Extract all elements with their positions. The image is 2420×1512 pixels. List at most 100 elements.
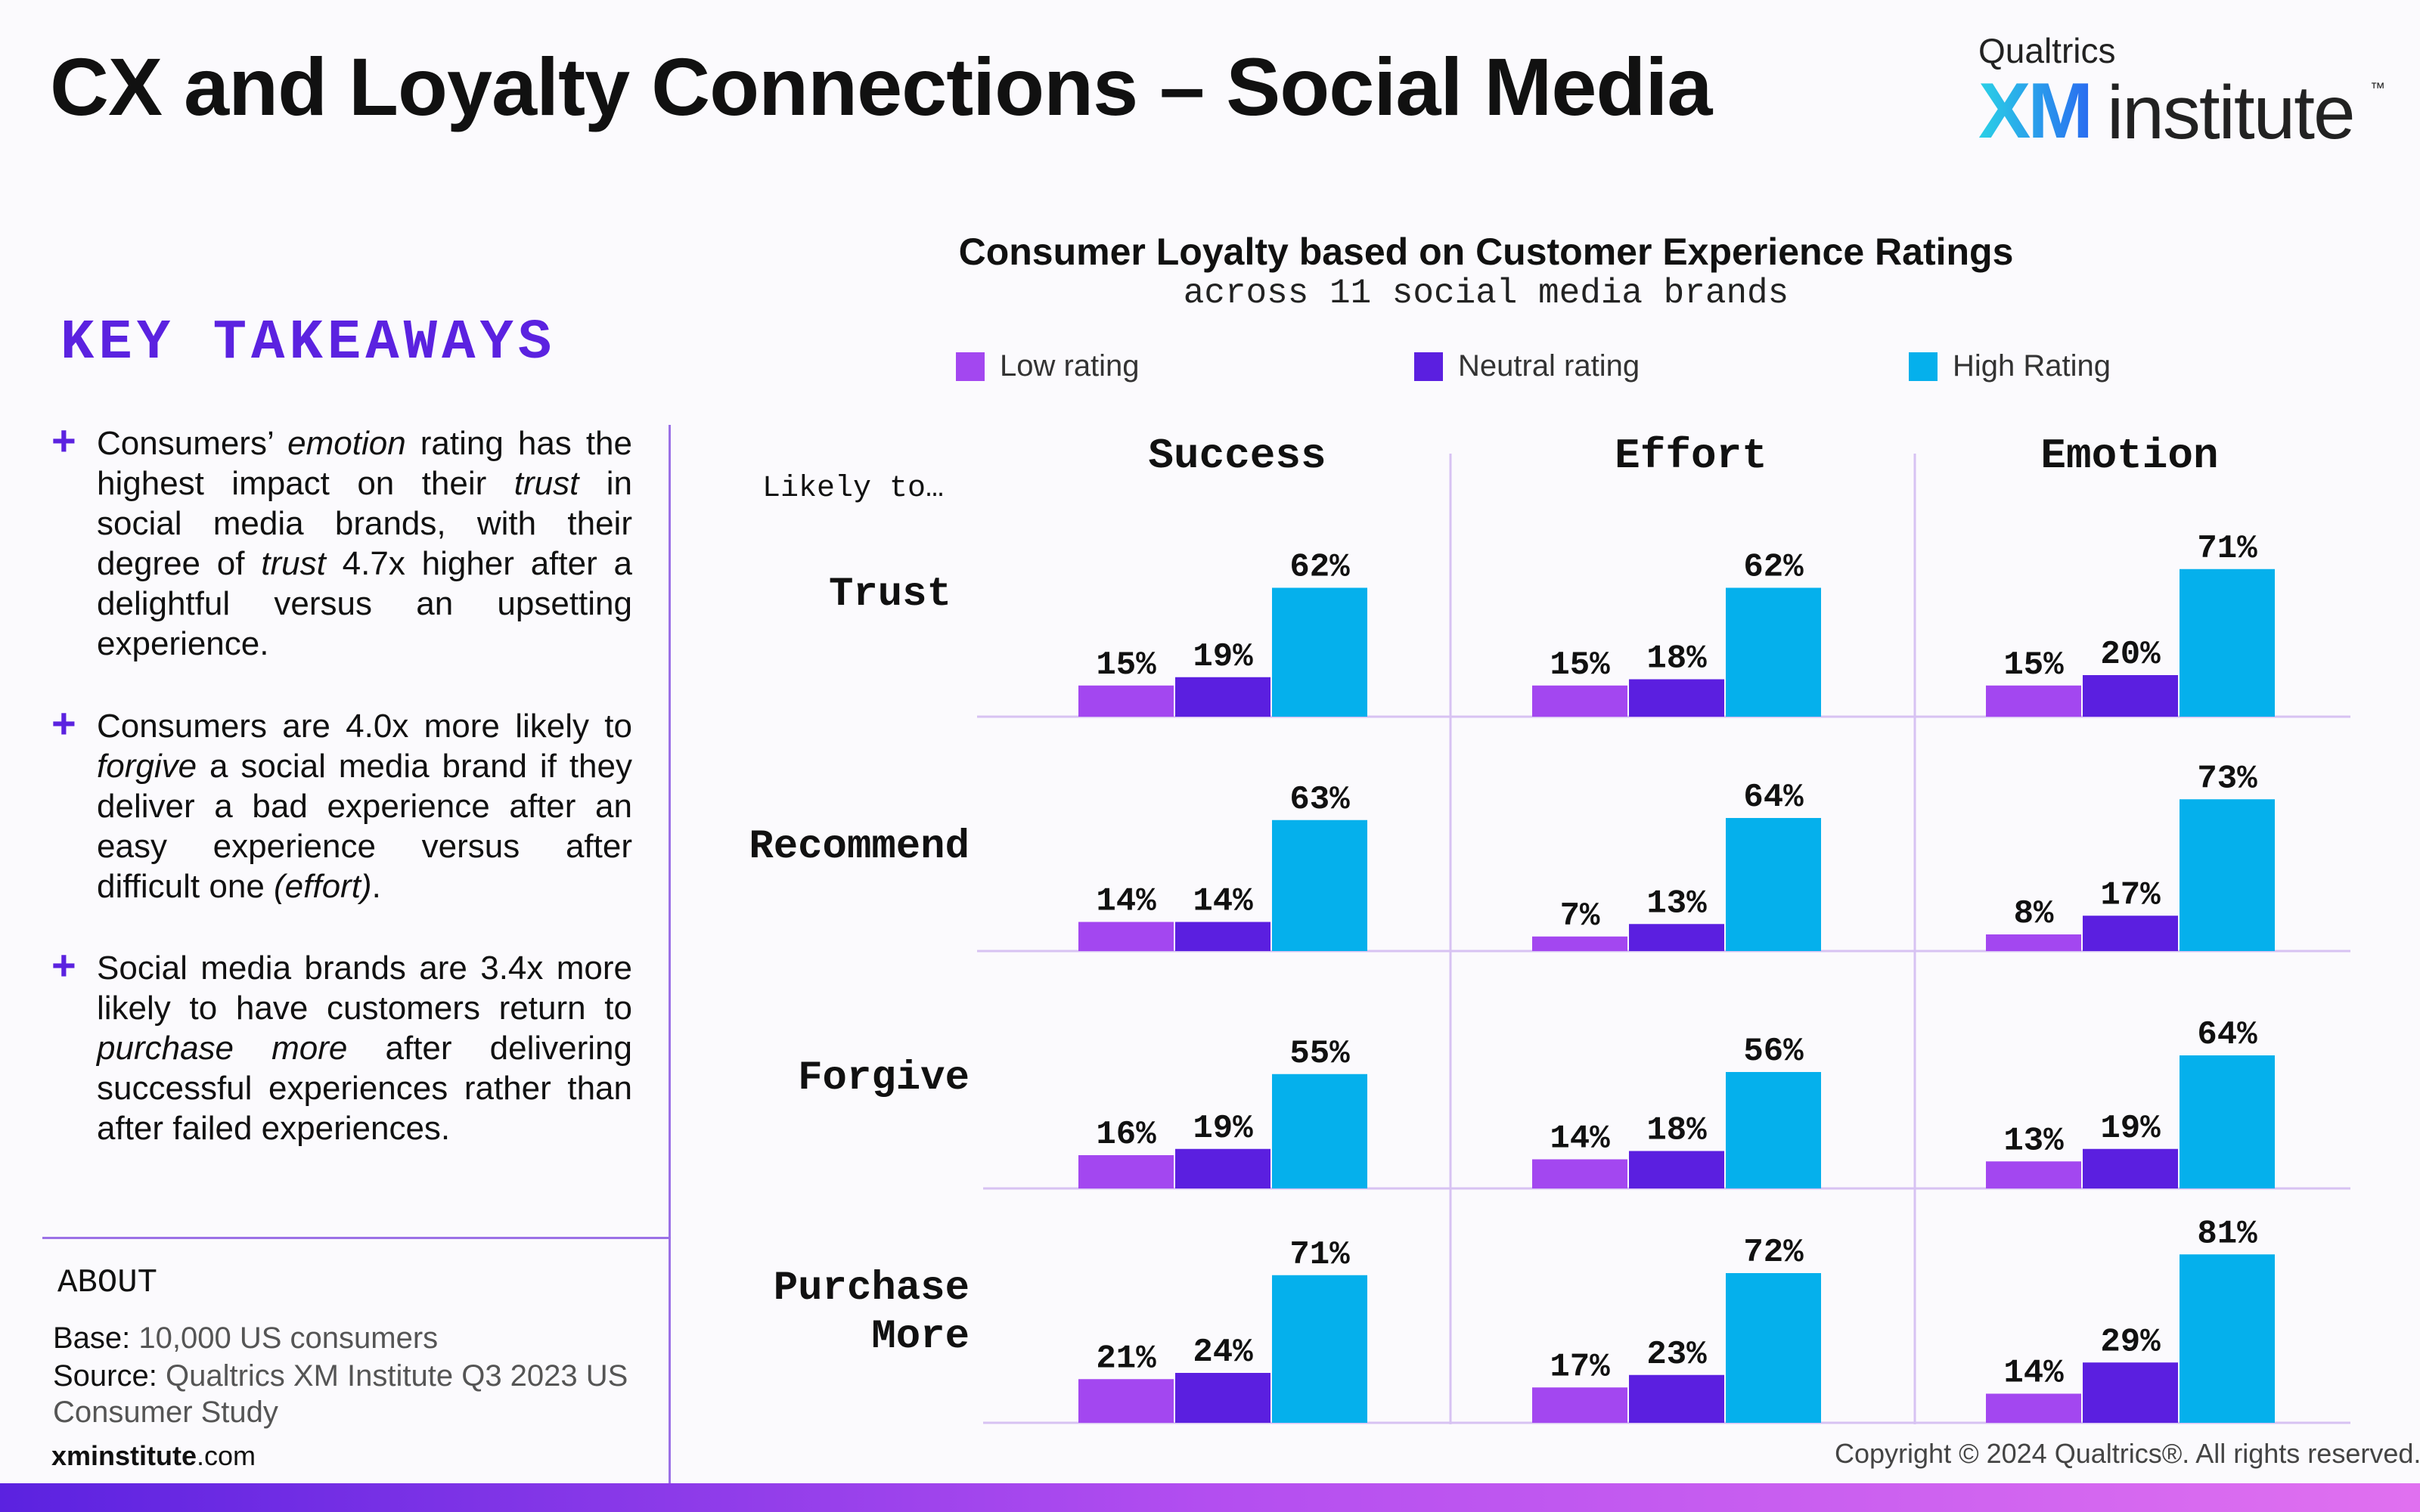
bar-low — [1532, 685, 1627, 717]
data-label: 63% — [1289, 781, 1350, 819]
takeaway-item: + Consumers are 4.0x more likely to forg… — [51, 699, 632, 906]
about-base: Base: 10,000 US consumers — [53, 1321, 438, 1356]
bar-neutral — [1175, 1373, 1270, 1423]
chart-subtitle: across 11 social media brands — [1183, 274, 1789, 313]
row-label: Forgive — [798, 1055, 970, 1101]
row-label: Recommend — [749, 824, 970, 870]
bar-high — [2180, 1055, 2275, 1188]
brand-logo: Qualtrics XM institute ™ — [1978, 30, 2387, 155]
legend-label-high: High Rating — [1953, 349, 2111, 383]
data-label: 14% — [2003, 1355, 2064, 1393]
about-divider — [42, 1237, 670, 1239]
data-label: 15% — [1550, 646, 1610, 684]
brand-logo-tm: ™ — [2370, 80, 2385, 97]
data-label: 17% — [2100, 876, 2161, 914]
column-header: Emotion — [2040, 432, 2218, 480]
about-base-value: 10,000 US consumers — [130, 1321, 439, 1355]
about-source-value: Qualtrics XM Institute Q3 2023 US Consum… — [53, 1359, 628, 1429]
data-label: 81% — [2197, 1215, 2257, 1253]
data-label: 16% — [1096, 1116, 1156, 1154]
bar-neutral — [1629, 1151, 1724, 1188]
data-label: 24% — [1193, 1334, 1253, 1371]
data-label: 73% — [2197, 760, 2257, 798]
bar-high — [1726, 587, 1821, 717]
bar-low — [1078, 685, 1174, 717]
data-label: 13% — [1646, 885, 1707, 922]
bar-low — [1078, 1379, 1174, 1423]
brand-logo-xm: XM — [1978, 67, 2093, 155]
data-label: 23% — [1646, 1336, 1707, 1374]
bar-low — [1986, 1161, 2081, 1188]
bar-low — [1532, 1159, 1627, 1188]
legend-label-neutral: Neutral rating — [1458, 349, 1640, 383]
data-label: 62% — [1289, 549, 1350, 587]
bar-neutral — [2083, 1362, 2178, 1423]
data-label: 72% — [1743, 1234, 1804, 1272]
bar-low — [1078, 922, 1174, 951]
bar-high — [1726, 1072, 1821, 1188]
row-label: Purchase — [774, 1266, 970, 1312]
data-label: 71% — [1289, 1236, 1350, 1274]
bottom-gradient-bar — [0, 1483, 2420, 1512]
data-label: 18% — [1646, 1112, 1707, 1150]
bar-low — [1532, 1387, 1627, 1423]
data-label: 21% — [1096, 1340, 1156, 1377]
data-label: 17% — [1550, 1348, 1610, 1386]
bar-high — [2180, 799, 2275, 951]
data-label: 15% — [1096, 646, 1156, 684]
data-label: 14% — [1550, 1120, 1610, 1158]
column-header: Effort — [1615, 432, 1767, 480]
bar-neutral — [1175, 922, 1270, 951]
bar-high — [2180, 1254, 2275, 1423]
data-label: 18% — [1646, 640, 1707, 678]
bar-low — [1986, 685, 2081, 717]
legend-label-low: Low rating — [1000, 349, 1140, 383]
bar-high — [1272, 820, 1367, 951]
footer-site-rest: .com — [197, 1440, 256, 1471]
data-label: 7% — [1560, 897, 1600, 935]
data-label: 14% — [1096, 883, 1156, 921]
bar-neutral — [1629, 679, 1724, 717]
legend-swatch-neutral — [1414, 352, 1443, 381]
about-title: ABOUT — [57, 1264, 158, 1302]
takeaway-item: + Consumers’ emotion rating has the high… — [51, 417, 632, 664]
bar-neutral — [2083, 675, 2178, 717]
bar-neutral — [1175, 677, 1270, 717]
data-label: 62% — [1743, 549, 1804, 587]
column-header: Success — [1148, 432, 1326, 480]
page-title: CX and Loyalty Connections – Social Medi… — [50, 41, 1712, 132]
data-label: 13% — [2003, 1122, 2064, 1160]
data-label: 19% — [1193, 1110, 1253, 1148]
data-label: 29% — [2100, 1323, 2161, 1361]
bar-neutral — [1175, 1148, 1270, 1188]
left-panel-divider — [669, 425, 671, 1485]
data-label: 64% — [2197, 1016, 2257, 1054]
data-label: 55% — [1289, 1035, 1350, 1073]
bar-low — [1986, 934, 2081, 951]
plus-icon: + — [51, 417, 76, 464]
brand-logo-name: institute — [2107, 70, 2356, 155]
about-source: Source: Qualtrics XM Institute Q3 2023 U… — [53, 1358, 643, 1430]
bar-neutral — [2083, 1148, 2178, 1188]
footer-site-bold: xminstitute — [51, 1440, 197, 1471]
brand-logo-company: Qualtrics — [1978, 31, 2116, 70]
bar-high — [1726, 818, 1821, 951]
row-label: Trust — [829, 572, 951, 618]
data-label: 15% — [2003, 646, 2064, 684]
data-label: 8% — [2014, 895, 2054, 933]
bar-low — [1532, 936, 1627, 951]
bar-low — [1078, 1155, 1174, 1188]
bar-high — [2180, 569, 2275, 717]
bar-low — [1986, 1393, 2081, 1423]
bar-neutral — [2083, 916, 2178, 951]
about-base-label: Base: — [53, 1321, 131, 1355]
takeaway-text: Consumers are 4.0x more likely to forgiv… — [97, 708, 632, 905]
legend-swatch-high — [1909, 352, 1938, 381]
row-header: Likely to… — [762, 472, 944, 506]
footer-site-link[interactable]: xminstitute.com — [51, 1440, 256, 1472]
data-label: 56% — [1743, 1033, 1804, 1070]
key-takeaways-title: KEY TAKEAWAYS — [60, 311, 557, 375]
data-label: 19% — [2100, 1110, 2161, 1148]
takeaway-text: Consumers’ emotion rating has the highes… — [97, 425, 632, 662]
